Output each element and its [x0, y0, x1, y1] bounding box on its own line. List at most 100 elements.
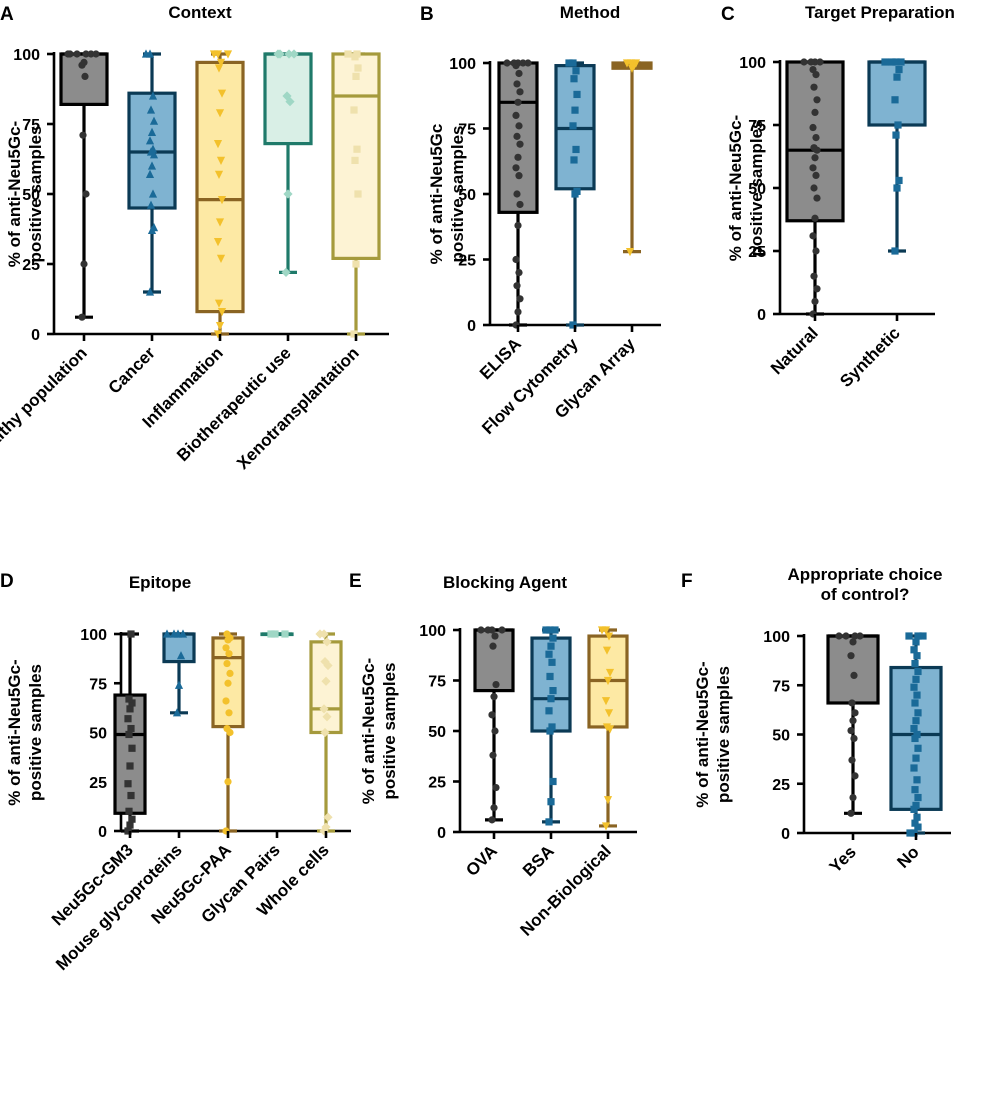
- y-tick-label: 25: [89, 775, 107, 792]
- panel-B: B Method % of anti-Neu5Gc positive samples 0…: [420, 3, 661, 438]
- data-point: [910, 683, 918, 691]
- data-point: [281, 630, 289, 638]
- data-point: [222, 697, 230, 705]
- panel-D: D Epitope % of anti-Neu5Gc-positive sample…: [0, 571, 351, 974]
- y-tick-label: 0: [437, 825, 446, 842]
- panel-E: E Blocking Agent % of anti-Neu5Gc-positive…: [349, 571, 637, 940]
- data-point: [81, 72, 89, 80]
- data-point: [124, 780, 132, 788]
- panel-A: A Context % of anti-Neu5Gc-positive sample…: [0, 3, 389, 473]
- y-axis-title: positive samples: [26, 125, 45, 262]
- panel-title: Appropriate choice: [788, 565, 943, 584]
- data-point: [571, 106, 579, 114]
- data-point: [911, 699, 919, 707]
- data-point: [512, 164, 520, 172]
- data-point: [322, 712, 332, 722]
- data-point: [271, 630, 279, 638]
- data-point: [856, 632, 864, 640]
- x-category-label: OVA: [462, 841, 501, 880]
- data-point: [809, 123, 817, 132]
- data-point: [490, 804, 498, 812]
- data-point: [321, 676, 331, 686]
- data-point: [283, 189, 293, 199]
- data-point: [545, 707, 553, 715]
- data-point: [848, 699, 856, 707]
- panel-letter: F: [681, 571, 693, 592]
- data-point: [812, 171, 820, 179]
- data-point: [910, 805, 918, 813]
- data-point: [912, 754, 920, 762]
- data-point: [631, 59, 641, 68]
- data-point: [603, 676, 613, 686]
- data-point: [216, 156, 226, 165]
- data-point: [914, 744, 922, 752]
- data-point: [516, 88, 524, 96]
- data-point: [546, 727, 554, 735]
- data-point: [551, 626, 559, 634]
- data-point: [813, 194, 821, 202]
- data-point: [895, 65, 903, 74]
- data-point: [82, 50, 90, 58]
- data-point: [217, 89, 227, 98]
- data-point: [905, 632, 913, 640]
- data-point: [573, 90, 581, 99]
- data-point: [622, 59, 632, 68]
- box-neu5gc-gm3: [113, 630, 147, 835]
- data-point: [910, 764, 918, 772]
- y-tick-label: 50: [428, 724, 446, 741]
- data-point: [273, 49, 283, 59]
- y-tick-label: 50: [748, 181, 766, 198]
- data-point: [503, 59, 511, 67]
- data-point: [813, 96, 821, 104]
- data-point: [224, 679, 232, 687]
- box-mouse-glycoproteins: [162, 629, 196, 717]
- data-point: [545, 818, 553, 826]
- data-point: [906, 829, 914, 837]
- data-point: [542, 626, 550, 634]
- data-point: [605, 668, 615, 678]
- data-point: [489, 751, 497, 759]
- y-tick-label: 100: [739, 55, 766, 72]
- data-point: [603, 796, 613, 805]
- data-point: [911, 819, 919, 827]
- y-axis-title: % of anti-Neu5Gc-: [5, 121, 24, 267]
- data-point: [515, 122, 523, 130]
- box-xenotransplantation: [331, 50, 381, 338]
- data-point: [214, 170, 224, 179]
- data-point: [816, 58, 824, 66]
- data-point: [146, 200, 156, 209]
- data-point: [894, 121, 902, 129]
- data-point: [513, 132, 521, 140]
- data-point: [800, 58, 808, 66]
- panel-letter: D: [0, 571, 14, 592]
- data-point: [912, 717, 920, 725]
- data-point: [92, 50, 100, 58]
- data-point: [893, 184, 901, 192]
- box-flow-cytometry: [554, 59, 596, 329]
- box-natural: [785, 58, 845, 318]
- x-category-label: Cancer: [105, 343, 159, 397]
- panel-title: Method: [560, 3, 620, 22]
- data-point: [602, 646, 612, 655]
- data-point: [895, 176, 903, 185]
- data-point: [315, 629, 325, 639]
- box-biotherapeutic-use: [263, 49, 313, 277]
- data-point: [477, 626, 485, 634]
- data-point: [601, 697, 611, 706]
- data-point: [124, 827, 132, 835]
- data-point: [149, 116, 159, 125]
- data-point: [64, 50, 72, 58]
- data-point: [893, 73, 901, 81]
- data-point: [488, 816, 496, 824]
- x-category-label: BSA: [519, 841, 558, 880]
- data-point: [512, 255, 520, 264]
- data-point: [519, 59, 527, 67]
- data-point: [147, 161, 157, 170]
- data-point: [141, 49, 151, 58]
- data-point: [125, 695, 133, 703]
- data-point: [810, 272, 818, 280]
- data-point: [516, 200, 524, 209]
- data-point: [352, 260, 360, 268]
- data-point: [491, 632, 499, 640]
